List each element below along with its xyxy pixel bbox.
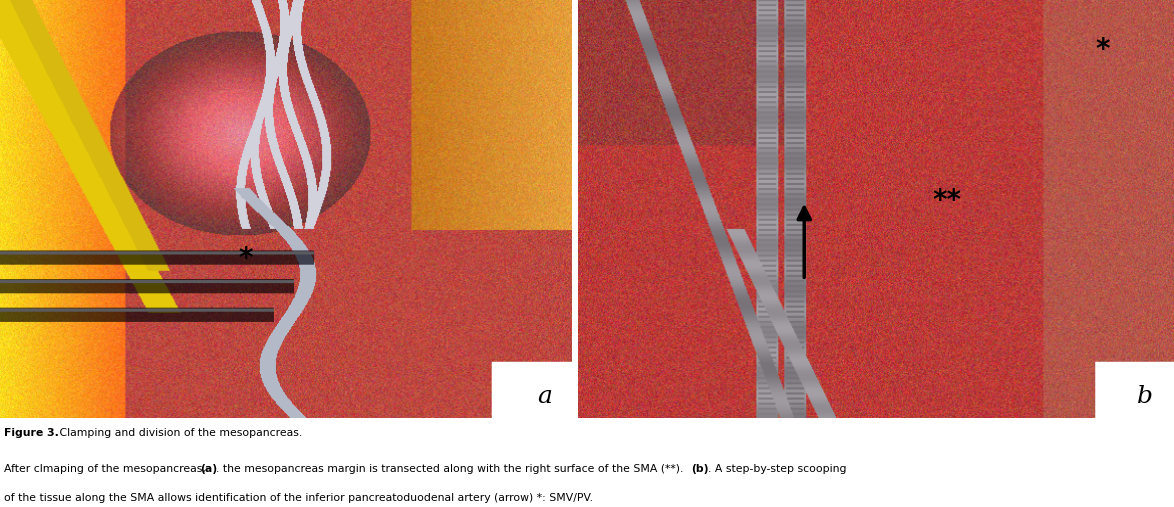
Text: After clmaping of the mesopancreas,: After clmaping of the mesopancreas, [4, 464, 209, 474]
Text: Clamping and division of the mesopancreas.: Clamping and division of the mesopancrea… [56, 428, 302, 439]
Text: . the mesopancreas margin is transected along with the right surface of the SMA : . the mesopancreas margin is transected … [216, 464, 690, 474]
Text: (b): (b) [691, 464, 709, 474]
Text: . A step-by-step scooping: . A step-by-step scooping [708, 464, 846, 474]
Text: *: * [1095, 36, 1109, 64]
Text: of the tissue along the SMA allows identification of the inferior pancreatoduode: of the tissue along the SMA allows ident… [4, 493, 593, 503]
Text: b: b [1138, 385, 1153, 408]
Text: **: ** [933, 187, 962, 215]
Text: a: a [537, 385, 552, 408]
Text: Figure 3.: Figure 3. [4, 428, 59, 439]
Text: (a): (a) [200, 464, 217, 474]
Text: *: * [238, 245, 254, 273]
